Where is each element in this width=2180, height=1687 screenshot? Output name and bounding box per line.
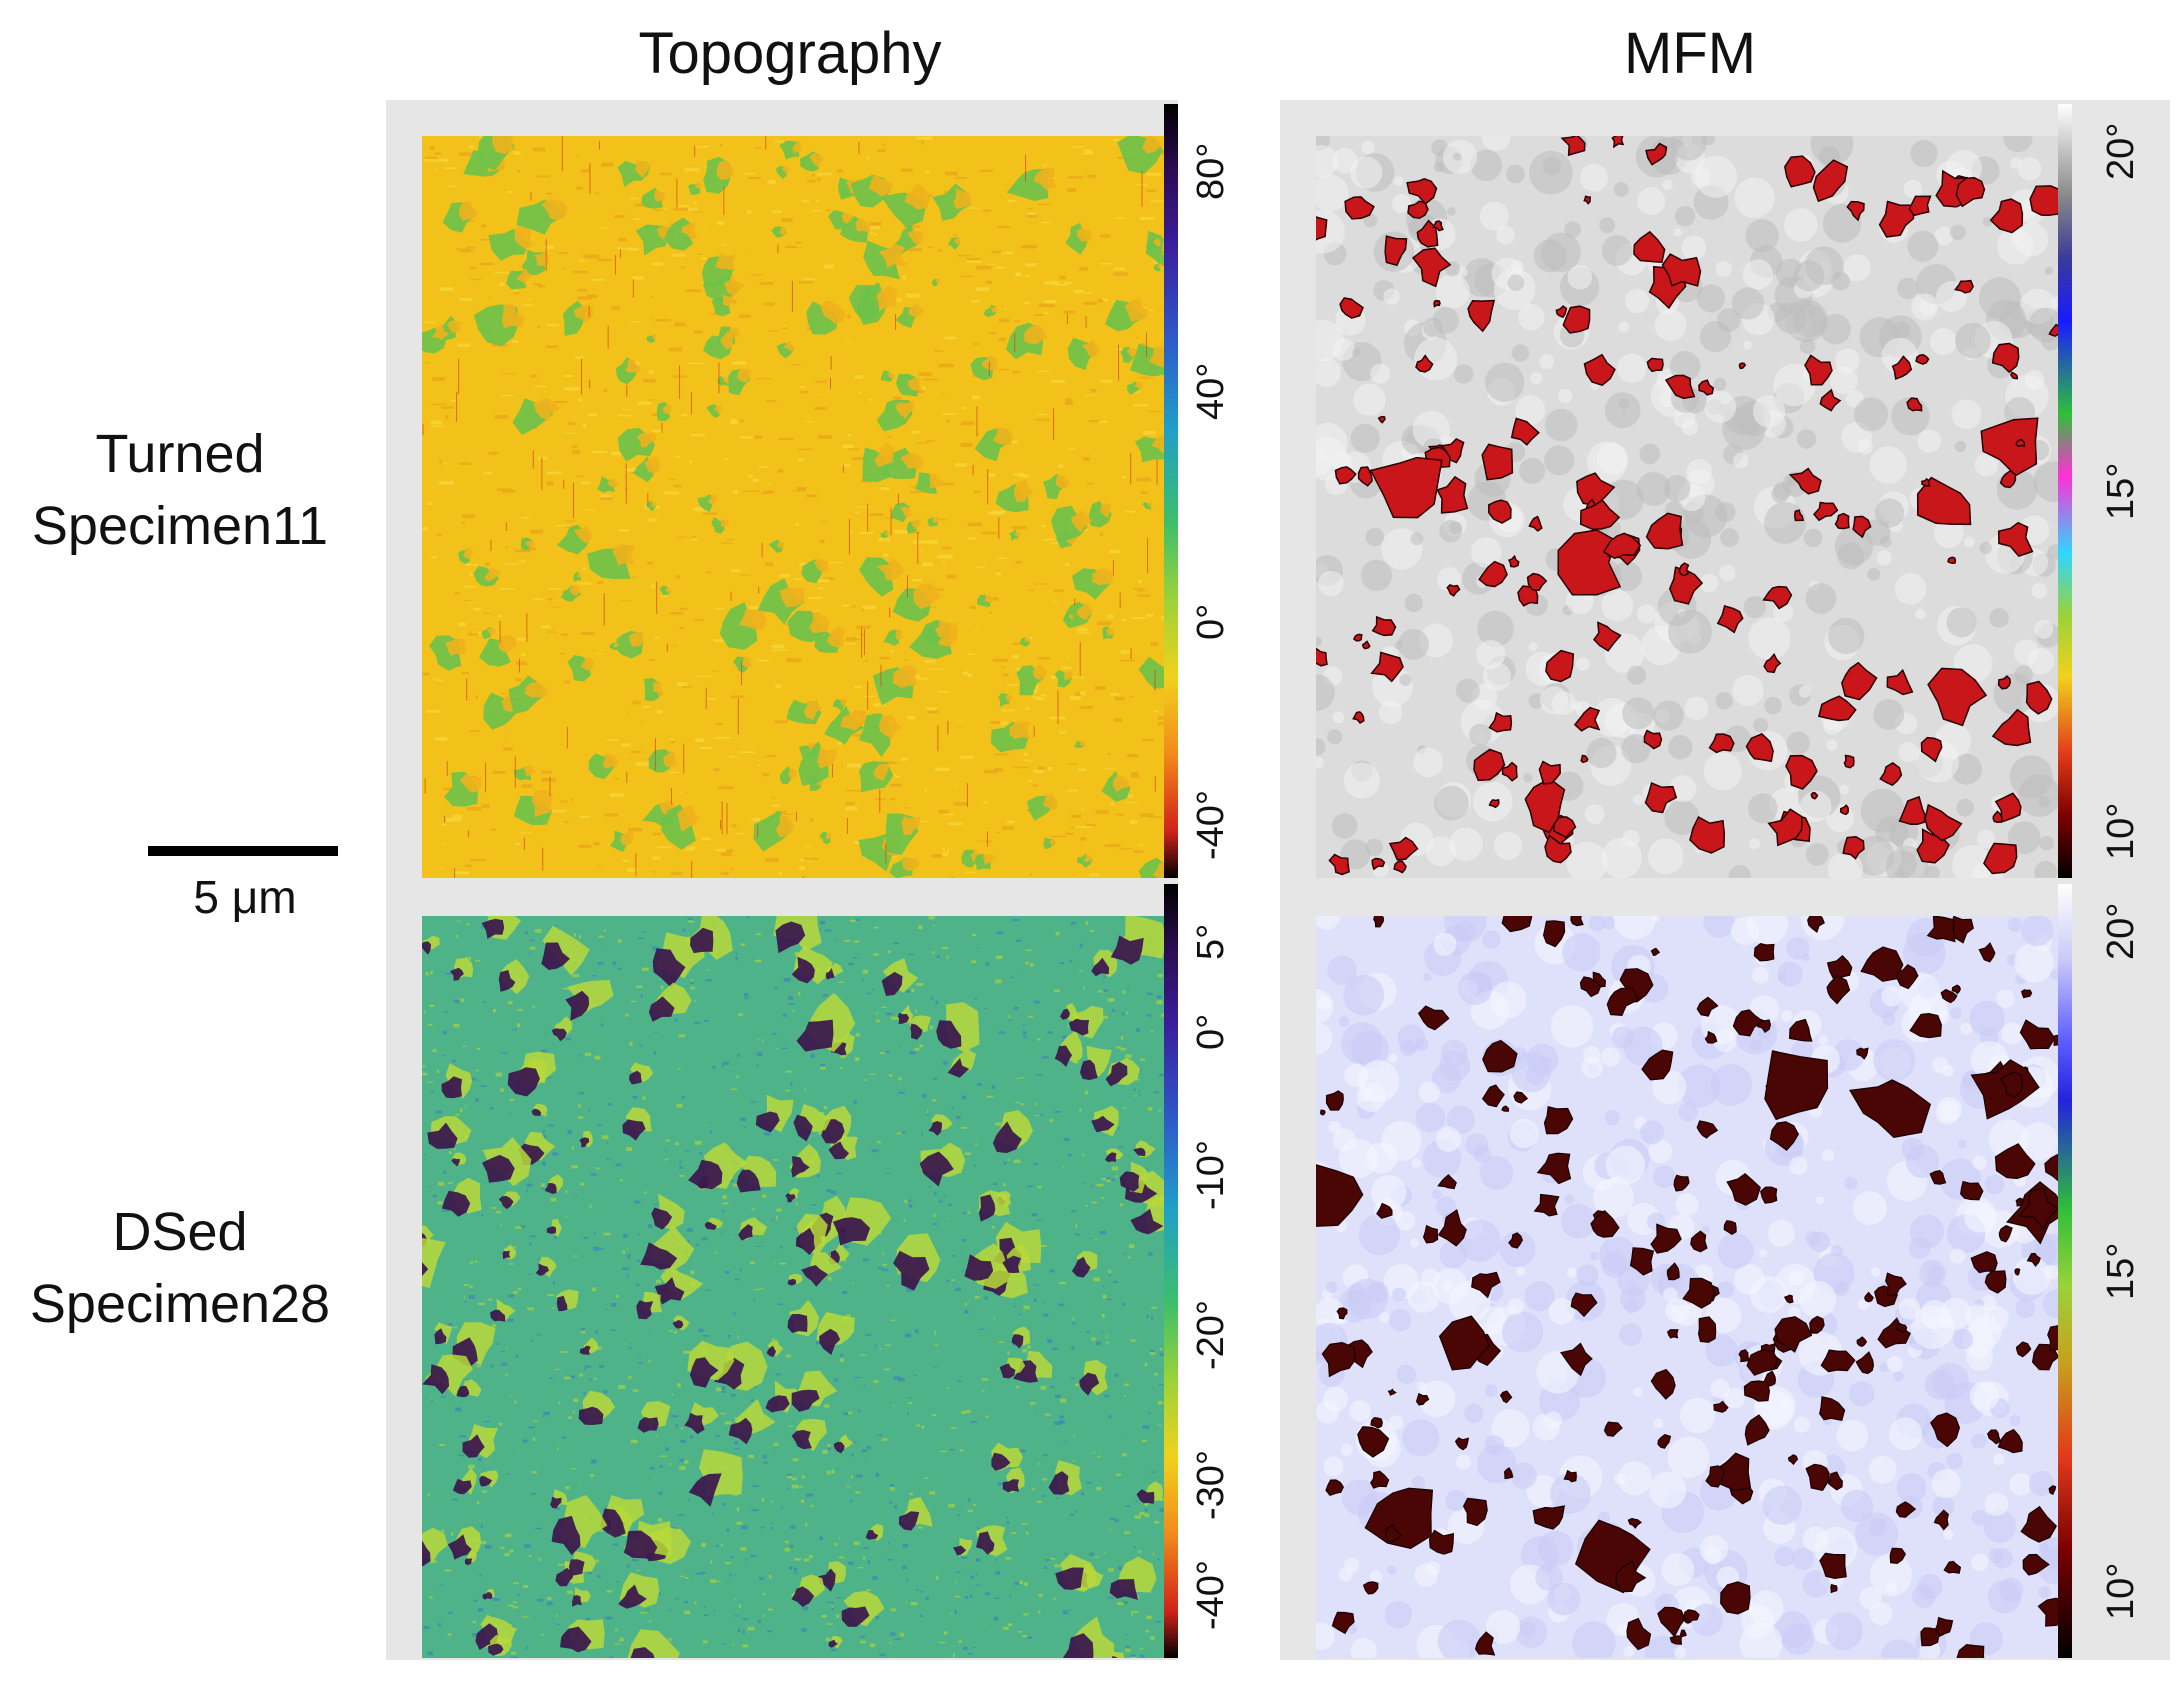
colorbar-tick-label: 40°	[1190, 362, 1232, 420]
colorbar-tick-label: 15°	[2100, 1242, 2142, 1300]
colorbar-tick-label: -20°	[1190, 1299, 1232, 1370]
colorbar-mfm-dsed	[2058, 884, 2072, 1658]
colorbar-tick-label: 0°	[1190, 1013, 1232, 1050]
topography-image-dsed	[422, 916, 1164, 1658]
column-title-topography: Topography	[638, 21, 942, 86]
colorbar-tick-label: 5°	[1190, 923, 1232, 960]
colorbar-tick-label: 15°	[2100, 462, 2142, 520]
colorbar-tick-label: 20°	[2100, 902, 2142, 960]
colorbar-tick-label: -40°	[1190, 1559, 1232, 1630]
colorbar-topography-dsed	[1164, 884, 1178, 1658]
colorbar-mfm-turned	[2058, 104, 2072, 878]
topography-image-turned	[422, 136, 1164, 878]
colorbar-tick-label: -10°	[1190, 1139, 1232, 1210]
row-label-line2: Specimen11	[31, 496, 329, 556]
colorbar-tick-label: 10°	[2100, 1562, 2142, 1620]
column-title-mfm: MFM	[1623, 21, 1757, 86]
scale-bar-label: 5 μm	[193, 871, 297, 923]
colorbar-tick-label: 0°	[1190, 603, 1232, 640]
row-label-line2: Specimen28	[29, 1274, 331, 1334]
colorbar-tick-label: -30°	[1190, 1449, 1232, 1520]
colorbar-tick-label: 20°	[2100, 122, 2142, 180]
colorbar-tick-label: -40°	[1190, 789, 1232, 860]
mfm-image-turned	[1316, 136, 2058, 878]
row-label-dsed: DSed Specimen28	[0, 1196, 360, 1340]
colorbar-topography-turned	[1164, 104, 1178, 878]
colorbar-tick-label: 10°	[2100, 802, 2142, 860]
colorbar-tick-label: 80°	[1190, 142, 1232, 200]
row-label-line1: DSed	[112, 1202, 248, 1262]
mfm-image-dsed	[1316, 916, 2058, 1658]
scale-bar	[148, 846, 338, 856]
row-label-line1: Turned	[95, 424, 265, 484]
row-label-turned: Turned Specimen11	[0, 418, 360, 562]
